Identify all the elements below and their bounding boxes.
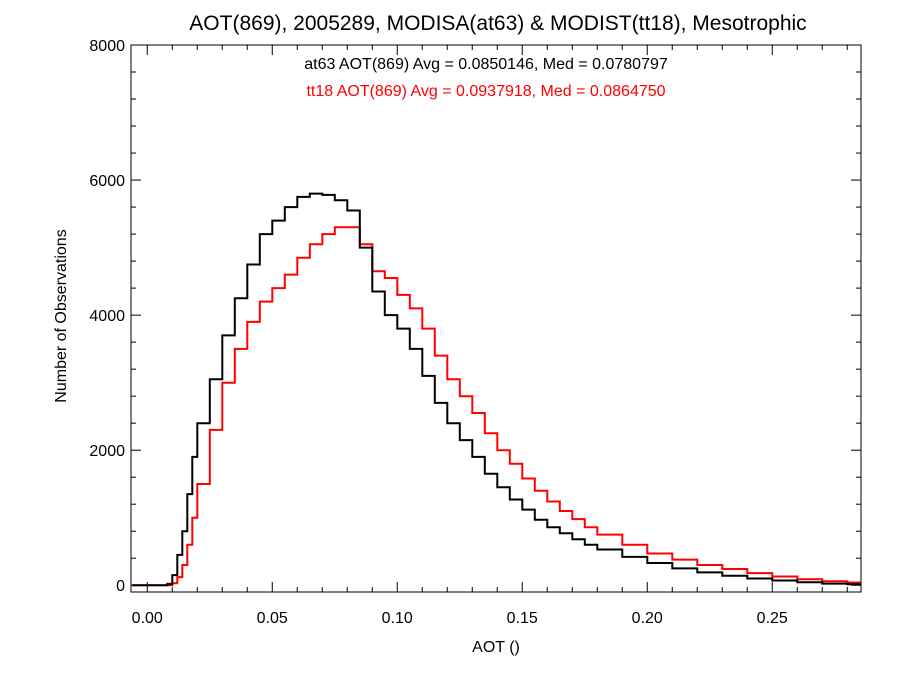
- chart-title: AOT(869), 2005289, MODISA(at63) & MODIST…: [189, 12, 806, 35]
- y-tick-label: 6000: [89, 173, 125, 190]
- plot-frame: [130, 44, 862, 593]
- y-tick-label: 0: [116, 578, 125, 595]
- x-axis-ticks: 0.00 0.05 0.10 0.15 0.20 0.25: [132, 45, 848, 627]
- y-axis-label: Number of Observations: [53, 229, 70, 402]
- stats-annotation-at63: at63 AOT(869) Avg = 0.0850146, Med = 0.0…: [304, 56, 668, 73]
- series-tt18-line: [132, 226, 861, 587]
- x-tick-label: 0.15: [507, 610, 538, 627]
- y-tick-label: 8000: [89, 38, 125, 55]
- y-tick-label: 4000: [89, 308, 125, 325]
- x-tick-label: 0.25: [757, 610, 788, 627]
- x-tick-label: 0.10: [382, 610, 413, 627]
- y-tick-label: 2000: [89, 443, 125, 460]
- x-tick-label: 0.20: [632, 610, 663, 627]
- series-at63-line: [132, 192, 861, 587]
- x-axis-label: AOT (): [472, 639, 520, 656]
- x-tick-label: 0.05: [257, 610, 288, 627]
- stats-annotation-tt18: tt18 AOT(869) Avg = 0.0937918, Med = 0.0…: [306, 83, 665, 100]
- y-axis-ticks: 0 2000 4000 6000 8000: [89, 38, 861, 595]
- series-layer: [132, 192, 861, 587]
- x-tick-label: 0.00: [132, 610, 163, 627]
